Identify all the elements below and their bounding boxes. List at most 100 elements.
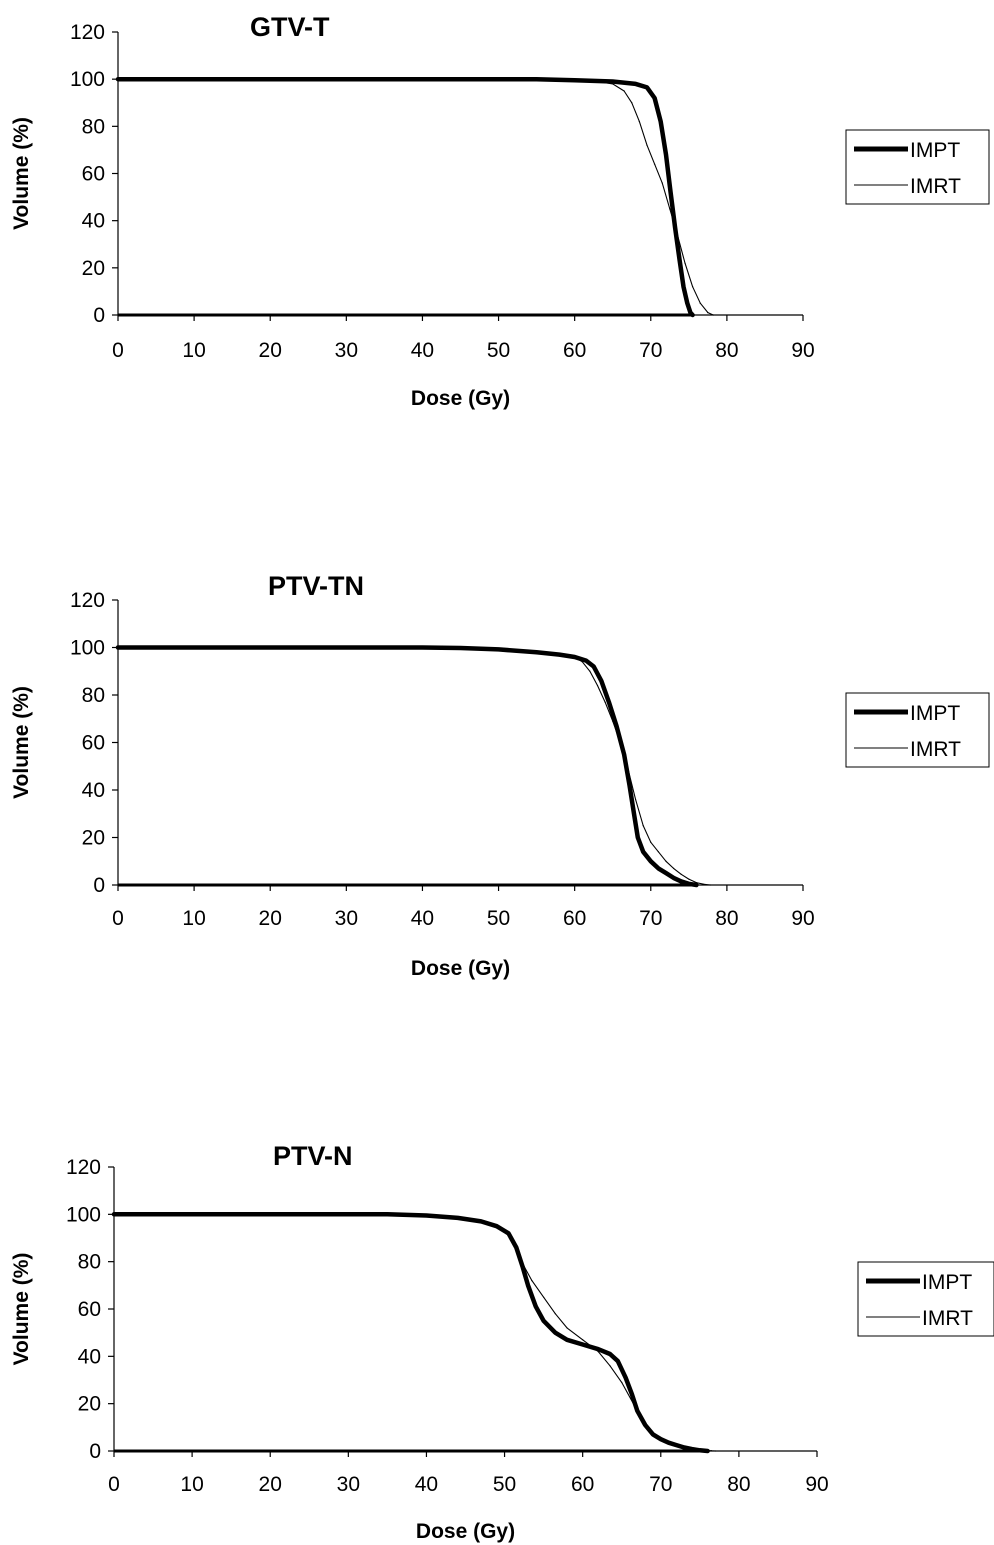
x-tick-label: 0 [108,1473,120,1496]
series-line-impt [115,645,699,888]
y-axis-title: Volume (%) [10,117,33,230]
data-point-impt [675,1444,678,1446]
y-tick-label: 80 [82,115,105,138]
x-tick-label: 10 [182,339,205,362]
chart-title: PTV-TN [268,571,364,601]
x-tick-label: 80 [715,907,738,930]
data-point-impt [683,1446,685,1449]
data-point-imrt [497,648,500,651]
data-point-impt [543,1320,545,1322]
chart-0: 0 20 40 60 80 100 120 0 10 20 30 40 50 60 70 80 90 Dose (… [10,12,990,410]
data-point-imrt [536,78,538,80]
data-point-imrt [480,1220,482,1223]
data-point-imrt [113,1213,115,1215]
series-line-impt [115,76,695,318]
y-tick-label: 120 [70,589,105,612]
data-point-imrt [621,1381,623,1383]
data-point-imrt [536,651,538,653]
data-point-impt [608,701,610,703]
data-point-impt [612,80,614,83]
data-point-impt [521,1265,524,1267]
data-point-impt [554,1332,556,1334]
data-point-imrt [596,684,599,687]
data-point-imrt [589,670,591,672]
x-tick-label: 90 [791,339,814,362]
data-point-imrt [623,90,625,92]
data-point-imrt [688,878,690,880]
data-point-imrt [269,646,271,649]
data-point-imrt [656,1435,658,1437]
data-point-impt [646,86,648,89]
data-point-impt [665,872,667,874]
data-point-impt [660,1438,662,1440]
data-point-imrt [612,720,614,722]
x-tick-label: 20 [259,339,282,362]
y-tick-label: 0 [89,1440,101,1463]
data-point-imrt [386,1213,388,1215]
data-point-impt [625,1377,627,1379]
data-point-imrt [581,661,583,663]
x-axis-title: Dose (Gy) [411,387,510,410]
x-axis-title: Dose (Gy) [416,1520,515,1543]
x-tick-label: 20 [259,1473,282,1496]
data-point-impt [566,1339,568,1341]
y-tick-label: 100 [70,68,105,91]
x-tick-label: 0 [112,339,124,362]
legend-label-imrt: IMRT [910,738,961,761]
x-tick-label: 90 [805,1473,828,1496]
data-point-impt [515,1246,517,1249]
data-point-imrt [496,1225,498,1227]
data-point-impt [633,813,635,815]
chart-title: GTV-T [250,12,330,42]
data-point-imrt [574,79,576,81]
data-point-impt [673,877,675,879]
data-point-imrt [710,1450,713,1452]
y-tick-label: 80 [78,1251,101,1274]
legend-label-impt: IMPT [910,139,960,162]
data-point-imrt [117,78,119,80]
series-line-imrt [117,646,711,886]
data-point-imrt [632,1403,635,1405]
data-point-imrt [457,1217,459,1219]
data-point-imrt [676,234,679,236]
x-tick-label: 20 [259,907,282,930]
data-point-imrt [665,860,667,862]
x-tick-label: 80 [727,1473,750,1496]
data-point-impt [615,725,618,727]
data-point-impt [657,867,659,869]
data-point-imrt [703,883,705,885]
data-point-imrt [596,80,599,83]
data-point-imrt [421,78,424,80]
legend-label-impt: IMPT [922,1271,972,1294]
data-point-imrt [650,841,652,843]
data-point-impt [631,1393,633,1395]
x-tick-label: 40 [415,1473,438,1496]
legend-box [845,129,990,205]
data-point-imrt [269,78,271,80]
y-tick-label: 60 [82,732,105,755]
y-tick-label: 80 [82,684,105,707]
data-point-impt [609,1353,611,1355]
data-point-impt [650,860,652,862]
data-point-impt [680,880,682,883]
x-tick-label: 10 [182,907,205,930]
data-point-imrt [627,768,629,770]
data-point-imrt [523,1265,525,1267]
data-point-imrt [648,1429,650,1431]
data-point-imrt [669,208,671,210]
data-point-impt [585,659,587,662]
data-point-imrt [515,1249,517,1251]
y-tick-label: 20 [82,827,105,850]
data-point-imrt [612,83,614,85]
data-point-imrt [680,873,682,875]
data-point-impt [527,1284,529,1286]
x-tick-label: 60 [563,339,586,362]
data-point-imrt [574,656,576,658]
x-tick-label: 30 [337,1473,360,1496]
data-point-imrt [507,1235,510,1237]
data-point-imrt [609,1365,611,1367]
data-point-impt [667,1442,670,1444]
x-tick-label: 40 [411,339,434,362]
data-point-impt [669,191,672,193]
